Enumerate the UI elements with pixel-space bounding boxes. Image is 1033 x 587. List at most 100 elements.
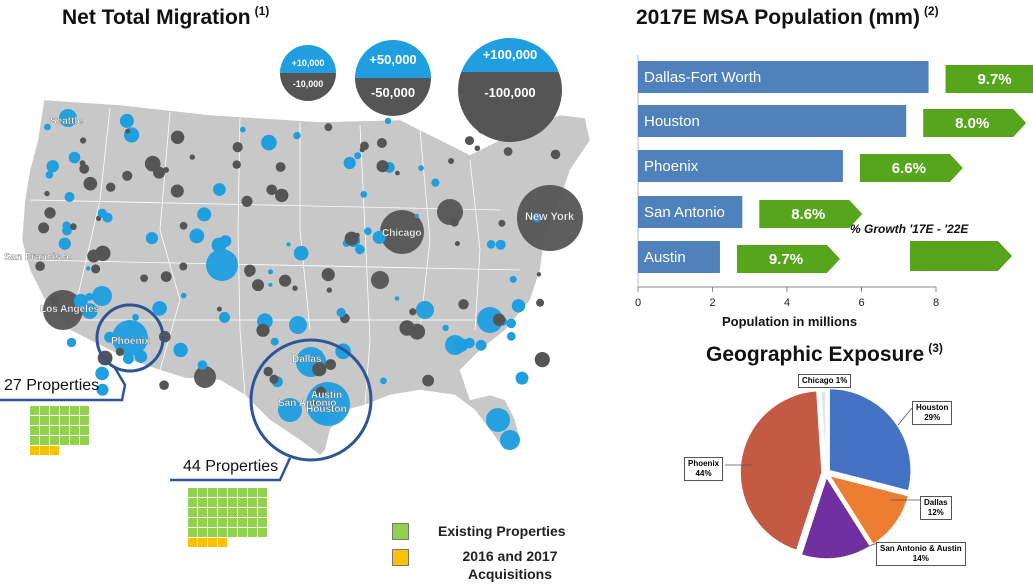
migration-bubble [486, 408, 510, 432]
city-label-los-angeles: Los Angeles [40, 304, 100, 315]
migration-bubble [275, 162, 286, 172]
acquired-legend-label: 2016 and 2017 Acquisitions [462, 548, 558, 582]
existing-property-square [208, 518, 217, 527]
geographic-exposure-title: Geographic Exposure (3) [706, 341, 943, 366]
existing-property-square [248, 508, 257, 517]
migration-bubble [145, 232, 158, 245]
migration-bubble [97, 208, 107, 218]
pie-label-houston: Houston 29% [912, 401, 953, 425]
migration-bubble [119, 113, 134, 128]
bar-category-label: San Antonio [644, 204, 725, 221]
migration-bubble [160, 271, 172, 282]
existing-property-square [30, 436, 39, 445]
pie-label-dallas: Dallas 12% [920, 496, 952, 520]
pie-label-phoenix: Phoenix 44% [684, 457, 724, 481]
acquired-legend-swatch [392, 549, 409, 566]
acquired-property-square [208, 538, 217, 547]
existing-property-square [208, 488, 217, 497]
city-label-chicago: Chicago [382, 228, 421, 239]
existing-property-square [70, 416, 79, 425]
growth-value-label: 9.7% [769, 251, 803, 268]
migration-bubble [536, 272, 542, 277]
acquired-property-square [188, 538, 197, 547]
growth-value-label: 8.0% [955, 115, 989, 132]
existing-property-square [60, 426, 69, 435]
growth-value-label: 8.6% [791, 206, 825, 223]
migration-bubble [278, 398, 302, 422]
growth-arrow [759, 200, 863, 228]
migration-bubble [91, 264, 101, 274]
migration-bubble [486, 240, 496, 249]
existing-property-square [228, 488, 237, 497]
migration-bubble [509, 275, 517, 283]
existing-property-square [208, 528, 217, 537]
growth-arrow [859, 154, 963, 182]
city-label-phoenix: Phoenix [111, 336, 150, 347]
existing-property-square [228, 508, 237, 517]
bubble-size-legend: +10,000 -10,000 +50,000 -50,000 +100,000… [280, 38, 562, 142]
migration-bubble [197, 360, 208, 370]
migration-bubble [359, 147, 365, 153]
geographic-footnote: (3) [928, 341, 943, 355]
existing-property-square [198, 518, 207, 527]
migration-bubble [163, 167, 170, 173]
texas-properties-label: 44 Properties [183, 458, 279, 475]
existing-property-square [258, 528, 267, 537]
migration-bubble [62, 221, 71, 230]
existing-property-square [228, 528, 237, 537]
texas-callout-line [170, 457, 292, 482]
existing-property-square [248, 498, 257, 507]
migration-bubble [450, 218, 459, 227]
migration-bubble [115, 347, 124, 356]
migration-bubble [517, 185, 583, 251]
migration-bubble [69, 223, 77, 231]
migration-bubble [179, 221, 188, 230]
migration-bubble [213, 183, 226, 196]
migration-bubble [325, 359, 336, 370]
migration-bubble [372, 230, 386, 244]
migration-bubble [219, 311, 230, 323]
growth-value-label: 6.6% [892, 160, 926, 177]
migration-bubble [315, 386, 326, 397]
migration-bubble [506, 318, 517, 329]
x-tick-label: 8 [933, 297, 939, 309]
migration-bubble [454, 241, 460, 247]
migration-bubble [266, 184, 278, 196]
migration-bubble [380, 377, 387, 385]
bar-category-label: Phoenix [644, 158, 699, 175]
existing-property-square [40, 426, 49, 435]
migration-bubble [80, 137, 87, 144]
pie-leader-line [897, 407, 913, 426]
migration-bubble [317, 411, 330, 423]
migration-bubble [500, 430, 520, 450]
migration-bubble [122, 170, 133, 181]
existing-property-square [198, 488, 207, 497]
migration-bubble [152, 301, 167, 316]
migration-bubble [45, 171, 54, 179]
migration-bubble [244, 264, 256, 277]
pie-slice-chicago [820, 390, 827, 474]
existing-property-square [60, 416, 69, 425]
migration-bubble [58, 237, 71, 250]
migration-bubble [515, 371, 529, 385]
migration-bubble [292, 285, 298, 291]
pie-slice-san-antonio-austin [800, 475, 872, 560]
city-label-san-antonio: San Antonio [278, 398, 337, 409]
growth-axis-label: % Growth '17E - '22E [850, 222, 969, 236]
city-label-new-york: New York [525, 211, 575, 223]
migration-bubble [269, 374, 279, 384]
growth-arrow [945, 65, 1033, 93]
migration-bubble [532, 212, 542, 223]
legend-neg-50k: -50,000 [371, 85, 415, 100]
existing-property-square [258, 518, 267, 527]
migration-bubble [261, 134, 277, 151]
migration-bubble [122, 353, 134, 365]
growth-legend-arrow [910, 241, 1012, 271]
existing-property-square [238, 508, 247, 517]
city-label-dallas: Dallas [292, 354, 322, 365]
migration-bubble [492, 313, 506, 326]
migration-bubble [170, 130, 185, 144]
pie-label-san-antonio-austin: San Antonio & Austin 14% [876, 542, 966, 566]
geographic-pie-chart [725, 379, 920, 560]
migration-bubble [179, 262, 188, 271]
